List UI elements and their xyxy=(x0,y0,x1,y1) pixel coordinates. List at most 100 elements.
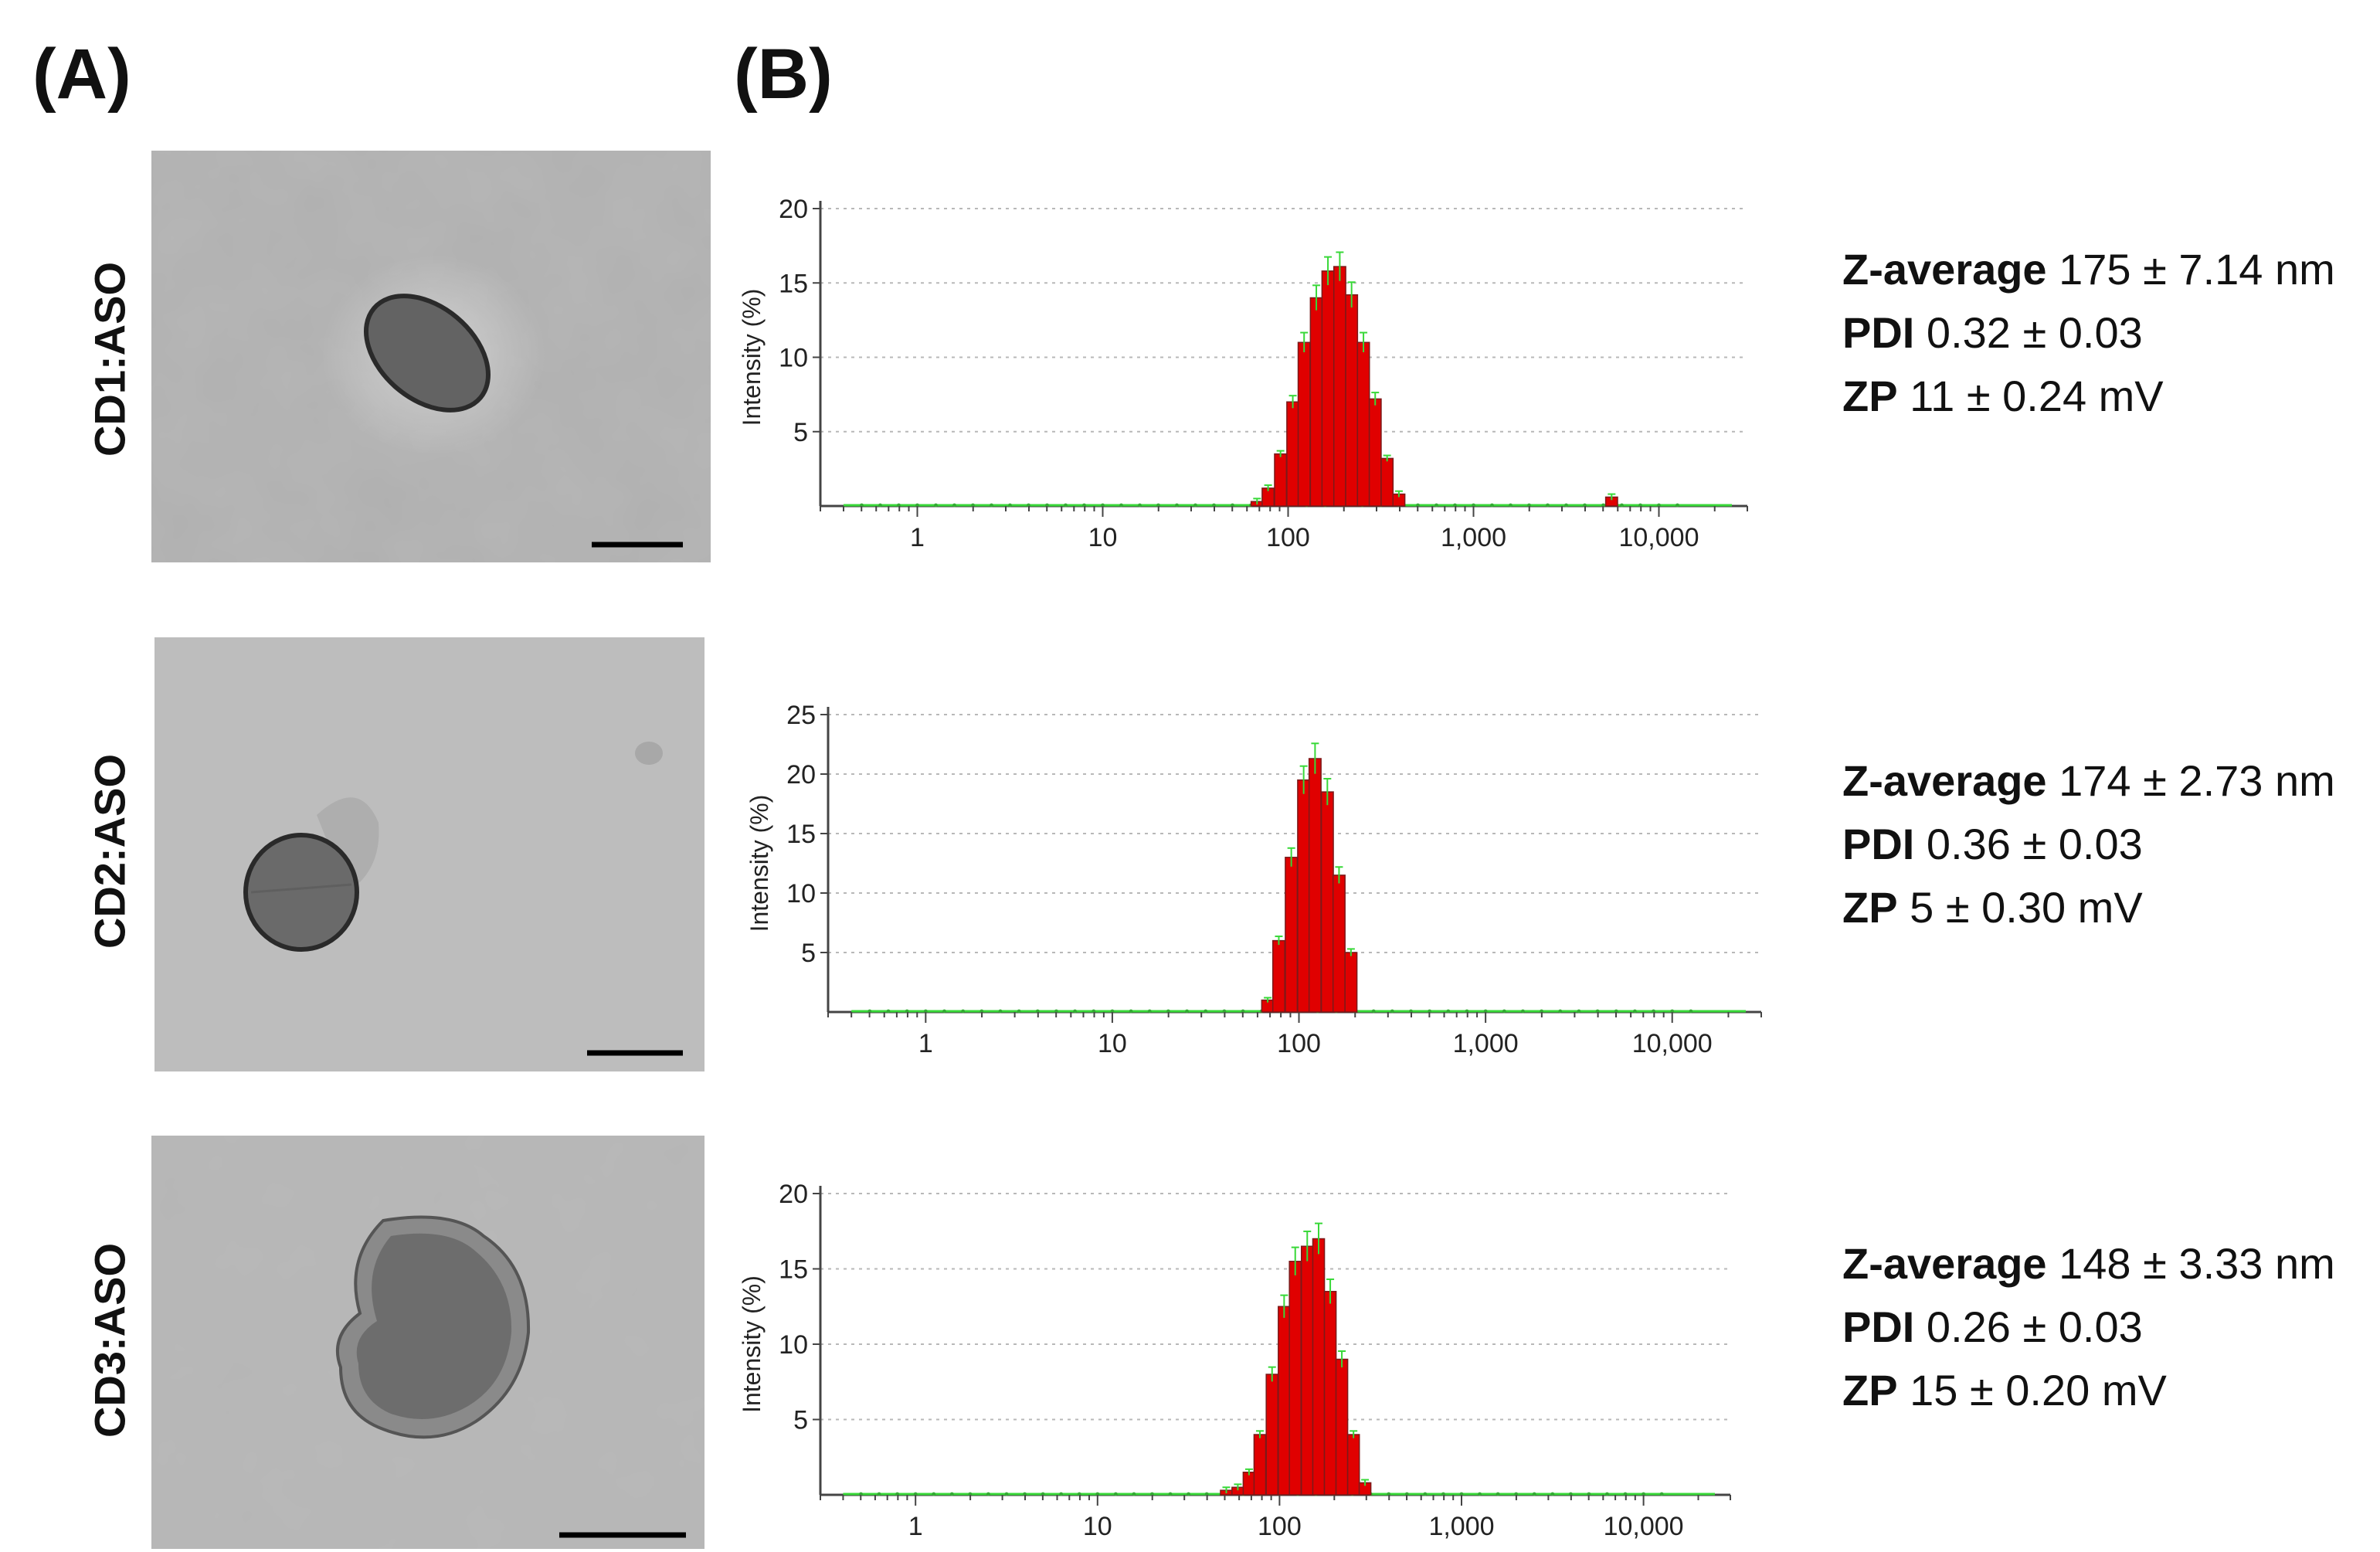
x-tick-label: 100 xyxy=(1277,1029,1321,1058)
bar xyxy=(1312,1238,1326,1496)
bar xyxy=(1335,1358,1349,1496)
baseline-point xyxy=(1147,1009,1152,1014)
bar xyxy=(1242,1472,1256,1496)
baseline-point xyxy=(1577,1009,1581,1014)
y-tick-label: 5 xyxy=(793,1406,808,1435)
baseline-point xyxy=(1620,503,1624,508)
baseline-point xyxy=(1657,503,1661,508)
y-tick-label: 15 xyxy=(786,820,816,849)
y-tick-label: 15 xyxy=(779,269,808,298)
stat-z-average: Z-average 174 ± 2.73 nm xyxy=(1842,756,2335,805)
baseline-point xyxy=(1502,1009,1506,1014)
x-tick-label: 10,000 xyxy=(1632,1029,1713,1058)
stat-pdi: PDI 0.26 ± 0.03 xyxy=(1842,1302,2143,1351)
stat-pdi: PDI 0.36 ± 0.03 xyxy=(1842,820,2143,868)
stat-pdi: PDI 0.32 ± 0.03 xyxy=(1842,308,2143,357)
baseline-point xyxy=(1689,1009,1693,1014)
baseline-point xyxy=(1204,1009,1208,1014)
bar xyxy=(1265,1374,1279,1496)
baseline-point xyxy=(1659,1492,1664,1496)
baseline-point xyxy=(1168,1492,1173,1496)
baseline-point xyxy=(1550,1492,1555,1496)
baseline-point xyxy=(1059,1492,1064,1496)
x-tick-label: 10,000 xyxy=(1618,523,1699,552)
y-axis-label: Intensity (%) xyxy=(745,795,773,932)
baseline-point xyxy=(1564,503,1568,508)
y-axis-label: Intensity (%) xyxy=(738,289,766,426)
y-tick-label: 20 xyxy=(779,195,808,224)
baseline-point xyxy=(1633,1009,1637,1014)
baseline-point xyxy=(1193,503,1197,508)
bar xyxy=(1323,1291,1337,1496)
y-tick-label: 10 xyxy=(786,879,816,908)
bar xyxy=(1300,1245,1314,1496)
x-tick-label: 1,000 xyxy=(1453,1029,1519,1058)
stat-z-average: Z-average 148 ± 3.33 nm xyxy=(1842,1239,2335,1288)
baseline-point xyxy=(1110,1009,1115,1014)
stat-zp: ZP 11 ± 0.24 mV xyxy=(1842,372,2164,420)
bar xyxy=(1346,1434,1360,1496)
baseline-point xyxy=(1129,1009,1133,1014)
y-tick-label: 10 xyxy=(779,1330,808,1360)
baseline-point xyxy=(986,1492,990,1496)
tem-image-cd2 xyxy=(154,637,704,1071)
baseline-point xyxy=(1496,1492,1500,1496)
baseline-point xyxy=(961,1009,966,1014)
baseline-point xyxy=(1119,503,1123,508)
baseline-point xyxy=(913,1492,918,1496)
baseline-point xyxy=(1187,1492,1190,1496)
x-tick-label: 1 xyxy=(910,523,925,552)
baseline-point xyxy=(1478,1492,1482,1496)
baseline-point xyxy=(1132,1492,1136,1496)
x-tick-label: 1,000 xyxy=(1428,1512,1494,1541)
baseline-point xyxy=(949,1492,954,1496)
baseline-point xyxy=(942,1009,946,1014)
baseline-point xyxy=(1521,1009,1525,1014)
baseline-point xyxy=(878,503,882,508)
baseline-point xyxy=(1423,1492,1428,1496)
baseline-point xyxy=(1390,1009,1394,1014)
baseline-point xyxy=(1605,1492,1609,1496)
particle-cd2 xyxy=(243,833,359,952)
particle-cd3 xyxy=(356,1233,512,1420)
stats-cd2: Z-average 174 ± 2.73 nm PDI 0.36 ± 0.03 … xyxy=(1842,749,2335,939)
baseline-point xyxy=(1490,503,1494,508)
baseline-point xyxy=(1509,503,1513,508)
y-tick-label: 20 xyxy=(779,1180,808,1209)
baseline-point xyxy=(932,1492,936,1496)
baseline-point xyxy=(1101,503,1105,508)
y-tick-label: 25 xyxy=(786,701,816,730)
x-tick-label: 10 xyxy=(1083,1512,1112,1541)
baseline-point xyxy=(886,1009,891,1014)
x-tick-label: 10 xyxy=(1098,1029,1127,1058)
stat-zp: ZP 15 ± 0.20 mV xyxy=(1842,1366,2167,1414)
stats-cd1: Z-average 175 ± 7.14 nm PDI 0.32 ± 0.03 … xyxy=(1842,238,2335,428)
baseline-point xyxy=(1113,1492,1118,1496)
panel-label-a: (A) xyxy=(32,35,131,114)
x-tick-label: 10 xyxy=(1088,523,1118,552)
baseline-point xyxy=(923,1009,928,1014)
bar xyxy=(1278,1306,1291,1496)
baseline-point xyxy=(1004,1492,1009,1496)
baseline-point xyxy=(1371,1009,1376,1014)
baseline-point xyxy=(1008,503,1012,508)
bar xyxy=(1288,1261,1302,1496)
x-tick-label: 1 xyxy=(908,1512,923,1541)
baseline-point xyxy=(1138,503,1142,508)
baseline-point xyxy=(877,1492,881,1496)
stat-zp: ZP 5 ± 0.30 mV xyxy=(1842,883,2143,932)
baseline-point xyxy=(952,503,956,508)
x-tick-label: 1,000 xyxy=(1441,523,1506,552)
bar xyxy=(1253,1434,1267,1496)
baseline-point xyxy=(1185,1009,1189,1014)
baseline-point xyxy=(1017,1009,1021,1014)
y-tick-label: 5 xyxy=(793,418,808,447)
panel-label-b: (B) xyxy=(734,35,833,114)
stat-z-average: Z-average 175 ± 7.14 nm xyxy=(1842,245,2335,294)
y-axis-label: Intensity (%) xyxy=(738,1275,766,1413)
x-tick-label: 10,000 xyxy=(1604,1512,1684,1541)
baseline-point xyxy=(1095,1492,1100,1496)
baseline-point xyxy=(998,1009,1003,1014)
